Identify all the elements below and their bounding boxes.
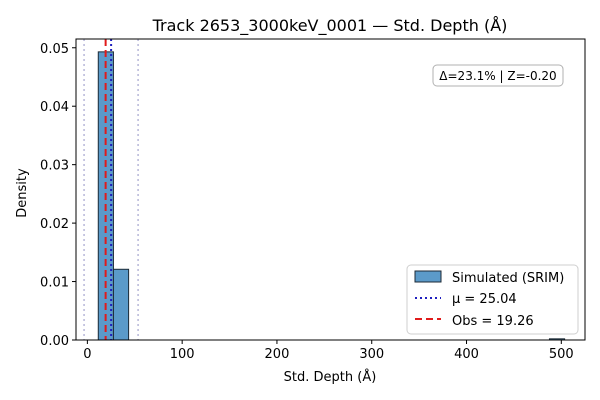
y-axis-label: Density xyxy=(15,168,30,218)
x-tick-label-5: 500 xyxy=(549,347,574,362)
stats-annotation-text: Δ=23.1% | Z=-0.20 xyxy=(439,69,556,83)
legend-label-mean: μ = 25.04 xyxy=(452,292,517,307)
y-tick-label-4: 0.04 xyxy=(40,100,69,115)
x-tick-label-2: 200 xyxy=(265,347,290,362)
y-tick-label-1: 0.01 xyxy=(40,276,69,291)
y-tick-label-3: 0.03 xyxy=(40,159,69,174)
x-axis-label: Std. Depth (Å) xyxy=(284,369,377,385)
x-tick-label-1: 100 xyxy=(170,347,195,362)
y-tick-label-0: 0.00 xyxy=(40,334,69,349)
x-tick-label-0: 0 xyxy=(83,347,91,362)
y-tick-label-2: 0.02 xyxy=(40,217,69,232)
stats-annotation: Δ=23.1% | Z=-0.20 xyxy=(432,64,564,87)
legend-swatch-simulated xyxy=(414,270,442,283)
axes: 0 100 200 300 400 500 0.00 0.01 0.02 0.03 0.04 0.05 xyxy=(40,38,586,362)
x-tick-label-3: 300 xyxy=(359,347,384,362)
y-tick-label-5: 0.05 xyxy=(40,42,69,57)
x-tick-label-4: 400 xyxy=(454,347,479,362)
legend-label-simulated: Simulated (SRIM) xyxy=(452,271,564,286)
axes-frame xyxy=(75,38,586,341)
plot-area xyxy=(83,39,566,341)
legend: Simulated (SRIM) μ = 25.04 Obs = 19.26 xyxy=(406,264,579,335)
chart-title: Track 2653_3000keV_0001 — Std. Depth (Å) xyxy=(152,16,508,36)
legend-label-observed: Obs = 19.26 xyxy=(452,314,534,329)
histogram-bar-1 xyxy=(112,268,130,341)
